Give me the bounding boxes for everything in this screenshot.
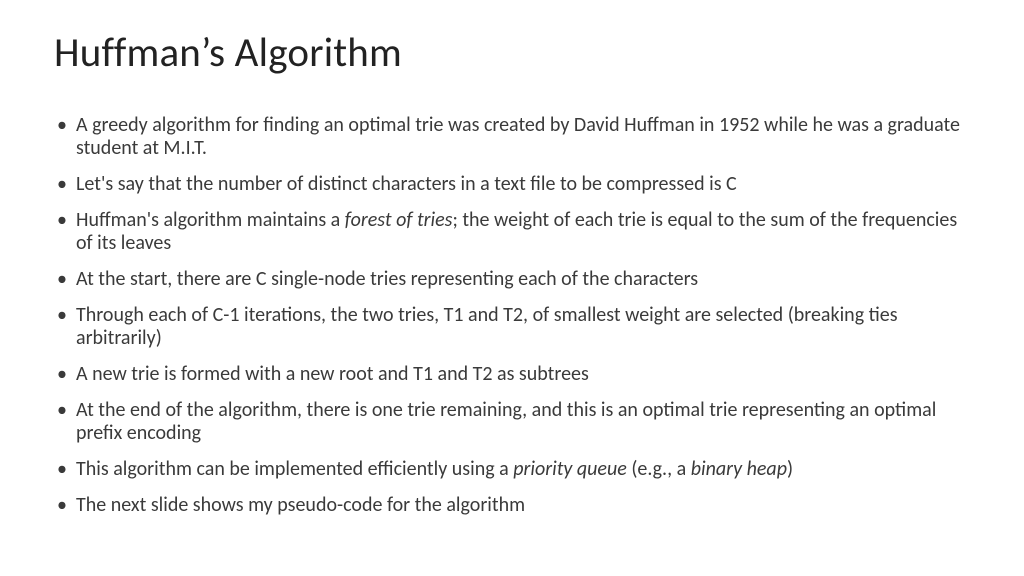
bullet-text: A new trie is formed with a new root and… <box>76 362 589 386</box>
list-item: Let's say that the number of distinct ch… <box>54 173 970 196</box>
list-item: Through each of C-1 iterations, the two … <box>54 304 970 350</box>
list-item: At the start, there are C single-node tr… <box>54 268 970 291</box>
bullet-text: (e.g., a <box>627 457 691 481</box>
bullet-text: A greedy algorithm for finding an optima… <box>76 113 960 160</box>
slide: Huffman’s Algorithm A greedy algorithm f… <box>0 0 1024 576</box>
list-item: At the end of the algorithm, there is on… <box>54 399 970 445</box>
bullet-italic: forest of tries <box>345 208 453 232</box>
bullet-text: This algorithm can be implemented effici… <box>76 457 513 481</box>
bullet-italic: binary heap <box>691 457 787 481</box>
bullet-text: The next slide shows my pseudo-code for … <box>76 493 525 517</box>
list-item: A new trie is formed with a new root and… <box>54 363 970 386</box>
bullet-italic: priority queue <box>513 457 627 481</box>
bullet-text: ) <box>787 457 793 481</box>
bullet-text: Huffman's algorithm maintains a <box>76 208 345 232</box>
list-item: A greedy algorithm for finding an optima… <box>54 114 970 160</box>
bullet-text: Let's say that the number of distinct ch… <box>76 172 737 196</box>
bullet-list: A greedy algorithm for finding an optima… <box>54 114 970 517</box>
list-item: This algorithm can be implemented effici… <box>54 458 970 481</box>
list-item: Huffman's algorithm maintains a forest o… <box>54 209 970 255</box>
bullet-text: At the start, there are C single-node tr… <box>76 267 698 291</box>
page-title: Huffman’s Algorithm <box>54 28 970 78</box>
bullet-text: Through each of C-1 iterations, the two … <box>76 303 898 350</box>
list-item: The next slide shows my pseudo-code for … <box>54 494 970 517</box>
bullet-text: At the end of the algorithm, there is on… <box>76 398 936 445</box>
